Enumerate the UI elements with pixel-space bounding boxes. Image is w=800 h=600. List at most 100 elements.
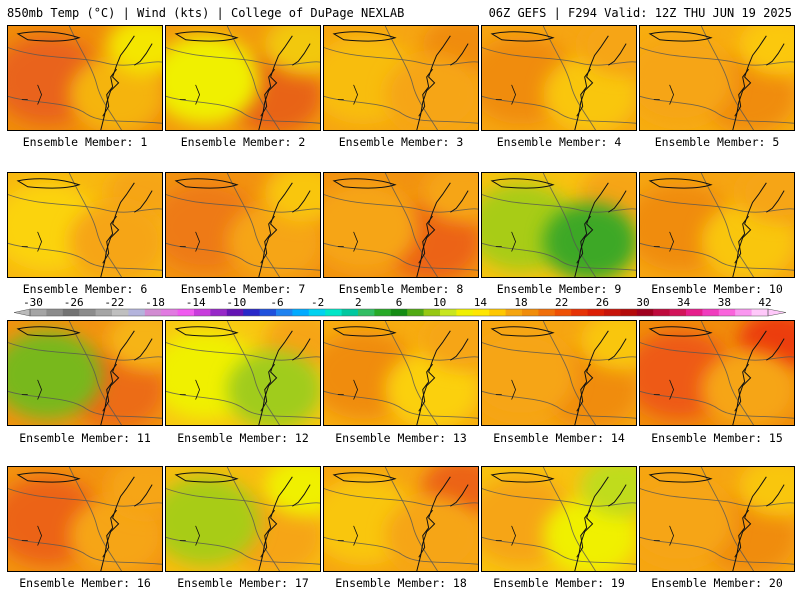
- ensemble-member-map: [481, 25, 637, 131]
- temperature-region: [166, 35, 260, 125]
- lake-outline: [490, 178, 555, 189]
- colorbar-tick-label: -26: [64, 296, 84, 309]
- coastline: [766, 190, 785, 213]
- river-line: [195, 525, 200, 546]
- coastline: [608, 43, 627, 66]
- lake-outline: [16, 31, 81, 42]
- coastline: [134, 484, 153, 507]
- colorbar-swatch: [505, 309, 523, 316]
- colorbar-swatch: [472, 309, 490, 316]
- temperature-field-map: [482, 26, 636, 130]
- ensemble-member-map: [165, 320, 321, 426]
- coastline: [576, 68, 591, 117]
- coastline: [576, 509, 591, 558]
- colorbar-swatch: [144, 309, 162, 316]
- height-contour: [640, 95, 794, 124]
- colorbar-swatch: [751, 309, 769, 316]
- lake-outline: [332, 326, 397, 337]
- ensemble-member-caption: Ensemble Member: 15: [651, 431, 783, 445]
- colorbar-swatch: [177, 309, 195, 316]
- ensemble-member-caption: Ensemble Member: 7: [180, 282, 306, 296]
- temperature-field-map: [324, 321, 478, 425]
- temperature-region: [8, 330, 102, 420]
- coastline: [258, 330, 293, 425]
- colorbar-swatch: [95, 309, 113, 316]
- temperature-region: [227, 350, 320, 425]
- coastline: [450, 484, 469, 507]
- coastline: [102, 363, 117, 412]
- colorbar-swatch: [325, 309, 342, 316]
- height-contour: [384, 173, 439, 277]
- ensemble-member-map: [639, 466, 795, 572]
- height-contour: [166, 341, 320, 361]
- coastline: [102, 68, 117, 117]
- ensemble-member-map: [7, 466, 163, 572]
- colorbar-swatch: [259, 309, 277, 316]
- height-contour: [68, 26, 123, 130]
- colorbar-swatch: [292, 309, 310, 316]
- ensemble-member-map: [165, 172, 321, 278]
- temperature-region: [385, 55, 478, 130]
- colorbar-swatch: [112, 309, 129, 316]
- coastline: [416, 476, 451, 571]
- lake-outline: [648, 472, 713, 483]
- height-contour: [482, 193, 636, 213]
- lake-outline: [332, 31, 397, 42]
- colorbar-swatch: [686, 309, 703, 316]
- lake-outline: [490, 31, 555, 42]
- colorbar-swatch: [390, 309, 408, 316]
- coastline: [416, 330, 451, 425]
- ensemble-member-caption: Ensemble Member: 16: [19, 576, 151, 590]
- temperature-field-map: [640, 467, 794, 571]
- lake-outline: [174, 472, 239, 483]
- coastline: [766, 338, 785, 361]
- temperature-field-map: [8, 26, 162, 130]
- coastline: [418, 215, 433, 264]
- coastline: [574, 330, 609, 425]
- coastline: [418, 509, 433, 558]
- colorbar-swatch: [620, 309, 638, 316]
- coastline: [766, 484, 785, 507]
- colorbar-tick-label: 30: [636, 296, 649, 309]
- height-contour: [8, 487, 162, 507]
- river-line: [511, 525, 516, 546]
- temperature-region: [482, 330, 576, 420]
- lake-outline: [16, 178, 81, 189]
- ensemble-member-caption: Ensemble Member: 13: [335, 431, 467, 445]
- height-contour: [640, 46, 794, 66]
- river-line: [669, 525, 674, 546]
- colorbar-swatch: [62, 309, 80, 316]
- coastline: [734, 68, 749, 117]
- ensemble-member-caption: Ensemble Member: 17: [177, 576, 309, 590]
- coastline: [732, 330, 767, 425]
- colorbar-swatch: [636, 309, 654, 316]
- coastline: [416, 182, 451, 277]
- coastline: [734, 215, 749, 264]
- colorbar-tick-label: 10: [433, 296, 446, 309]
- colorbar-swatch: [538, 309, 556, 316]
- colorbar-swatch: [308, 309, 326, 316]
- colorbar-swatch: [128, 309, 146, 316]
- ensemble-member-map: [639, 25, 795, 131]
- coastline: [292, 338, 311, 361]
- height-contour: [226, 321, 281, 425]
- coastline: [732, 35, 767, 130]
- lake-outline: [490, 472, 555, 483]
- river-line: [37, 84, 42, 105]
- river-line: [669, 379, 674, 400]
- coastline: [260, 363, 275, 412]
- height-contour: [166, 390, 320, 419]
- ensemble-member-caption: Ensemble Member: 8: [338, 282, 464, 296]
- colorbar-swatch: [440, 309, 457, 316]
- lake-outline: [490, 326, 555, 337]
- colorbar-swatch: [243, 309, 260, 316]
- lake-outline: [332, 178, 397, 189]
- temperature-region: [543, 202, 636, 277]
- colorbar-tick-label: -10: [226, 296, 246, 309]
- height-contour: [166, 536, 320, 565]
- river-line: [37, 231, 42, 252]
- height-contour: [8, 390, 162, 419]
- river-line: [195, 379, 200, 400]
- ensemble-member-caption: Ensemble Member: 9: [496, 282, 622, 296]
- coastline: [292, 484, 311, 507]
